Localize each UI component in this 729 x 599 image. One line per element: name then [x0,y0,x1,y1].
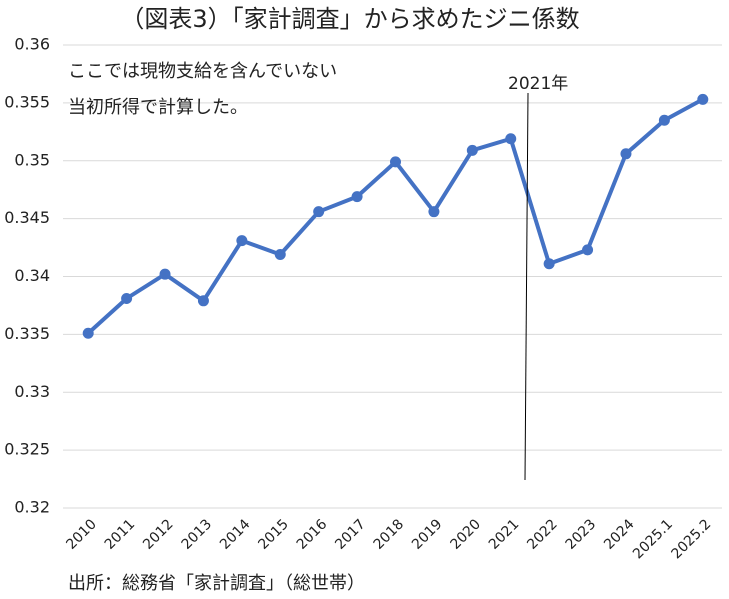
marker-line [524,92,529,481]
point [390,156,401,168]
point [428,206,440,218]
y-tick-label: 0.335 [4,324,50,343]
point [505,133,517,145]
x-tick-label: 2016 [294,516,331,553]
x-tick-label: 2021 [486,516,523,553]
x-tick-label: 2010 [63,516,100,553]
point [351,191,363,203]
x-tick-label: 2015 [255,516,292,553]
y-tick-label: 0.325 [4,440,50,459]
point [313,206,325,218]
annotation: ここでは現物支給を含んでいない [68,61,337,82]
point [82,327,94,339]
annotation: 2021年 [508,74,568,94]
y-tick-label: 0.345 [4,208,50,227]
y-tick-label: 0.32 [14,498,50,517]
point [121,292,133,304]
point [159,268,171,280]
y-tick-label: 0.34 [14,266,50,285]
line [86,97,704,335]
x-tick-label: 2014 [217,516,254,553]
x-tick-label: 2022 [524,516,561,553]
x-tick-label: 2011 [102,516,139,553]
annotation: 当初所得で計算した。 [68,97,248,118]
point [697,93,709,105]
chart-title: （図表3）「家計調査」から求めたジニ係数 [120,5,579,33]
y-tick-label: 0.355 [4,92,50,111]
point [582,244,594,256]
source: 出所：総務省「家計調査」（総世帯） [68,573,365,594]
x-tick-label: 2013 [179,516,216,553]
point [658,114,670,126]
point [543,258,555,270]
x-tick-label: 2017 [332,516,369,553]
x-tick-label: 2020 [447,516,484,553]
x-tick-label: 2025.1 [630,516,676,562]
point [620,148,632,160]
x-tick-label: 2025.2 [668,516,714,562]
x-tick-label: 2023 [563,516,600,553]
point [466,144,478,156]
x-tick-label: 2012 [140,516,177,553]
point [274,249,286,261]
point [236,235,248,247]
point [197,295,209,307]
x-tick-label: 2018 [371,516,408,553]
y-tick-label: 0.35 [14,150,50,169]
x-tick-label: 2019 [409,516,446,553]
y-tick-label: 0.33 [14,382,50,401]
y-tick-label: 0.36 [14,35,50,54]
x-tick-label: 2024 [601,516,638,553]
